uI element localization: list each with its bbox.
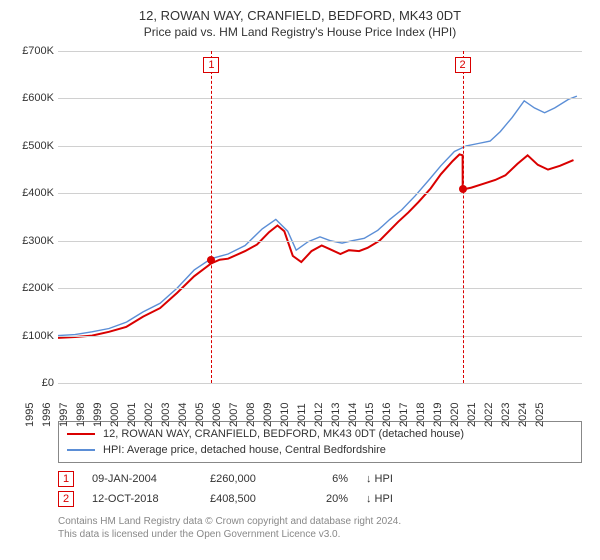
title-sub: Price paid vs. HM Land Registry's House … <box>10 25 590 39</box>
y-axis-label: £200K <box>10 282 54 294</box>
legend-label: 12, ROWAN WAY, CRANFIELD, BEDFORD, MK43 … <box>103 428 464 440</box>
gridline <box>58 241 582 242</box>
sale-marker <box>459 185 467 193</box>
event-line <box>211 51 212 383</box>
y-axis-label: £0 <box>10 377 54 389</box>
attribution-footer: Contains HM Land Registry data © Crown c… <box>58 515 590 541</box>
transaction-table: 1 09-JAN-2004 £260,000 6% ↓ HPI 2 12-OCT-2018 £… <box>58 469 582 509</box>
transaction-price: £260,000 <box>210 473 290 485</box>
transaction-date: 09-JAN-2004 <box>92 473 192 485</box>
event-line <box>463 51 464 383</box>
footer-line: Contains HM Land Registry data © Crown c… <box>58 515 590 528</box>
transaction-flag: 1 <box>58 471 74 487</box>
gridline <box>58 98 582 99</box>
y-axis-label: £100K <box>10 330 54 342</box>
transaction-pct: 20% <box>308 493 348 505</box>
gridline <box>58 193 582 194</box>
hpi-series-line <box>58 96 577 336</box>
sale-marker <box>207 256 215 264</box>
legend-swatch <box>67 433 95 435</box>
transaction-vs-hpi: ↓ HPI <box>366 493 406 505</box>
transaction-price: £408,500 <box>210 493 290 505</box>
event-flag: 2 <box>455 57 471 73</box>
event-flag: 1 <box>203 57 219 73</box>
footer-line: This data is licensed under the Open Gov… <box>58 528 590 541</box>
y-axis-label: £300K <box>10 235 54 247</box>
gridline <box>58 51 582 52</box>
price-chart: £0 £100K £200K £300K £400K £500K £600K £700K 1 2… <box>10 47 590 417</box>
transaction-row: 1 09-JAN-2004 £260,000 6% ↓ HPI <box>58 469 582 489</box>
legend-label: HPI: Average price, detached house, Cent… <box>103 444 386 456</box>
transaction-pct: 6% <box>308 473 348 485</box>
legend-item: 12, ROWAN WAY, CRANFIELD, BEDFORD, MK43 … <box>67 426 573 442</box>
gridline <box>58 383 582 384</box>
gridline <box>58 146 582 147</box>
transaction-flag: 2 <box>58 491 74 507</box>
legend-item: HPI: Average price, detached house, Cent… <box>67 442 573 458</box>
y-axis-label: £700K <box>10 45 54 57</box>
property-series-line <box>58 154 574 338</box>
y-axis-label: £500K <box>10 140 54 152</box>
title-main: 12, ROWAN WAY, CRANFIELD, BEDFORD, MK43 … <box>10 8 590 23</box>
legend: 12, ROWAN WAY, CRANFIELD, BEDFORD, MK43 … <box>58 421 582 463</box>
transaction-date: 12-OCT-2018 <box>92 493 192 505</box>
gridline <box>58 288 582 289</box>
legend-swatch <box>67 449 95 451</box>
gridline <box>58 336 582 337</box>
transaction-row: 2 12-OCT-2018 £408,500 20% ↓ HPI <box>58 489 582 509</box>
y-axis-label: £400K <box>10 187 54 199</box>
transaction-vs-hpi: ↓ HPI <box>366 473 406 485</box>
x-axis-label: 2025 <box>534 403 564 427</box>
y-axis-label: £600K <box>10 92 54 104</box>
